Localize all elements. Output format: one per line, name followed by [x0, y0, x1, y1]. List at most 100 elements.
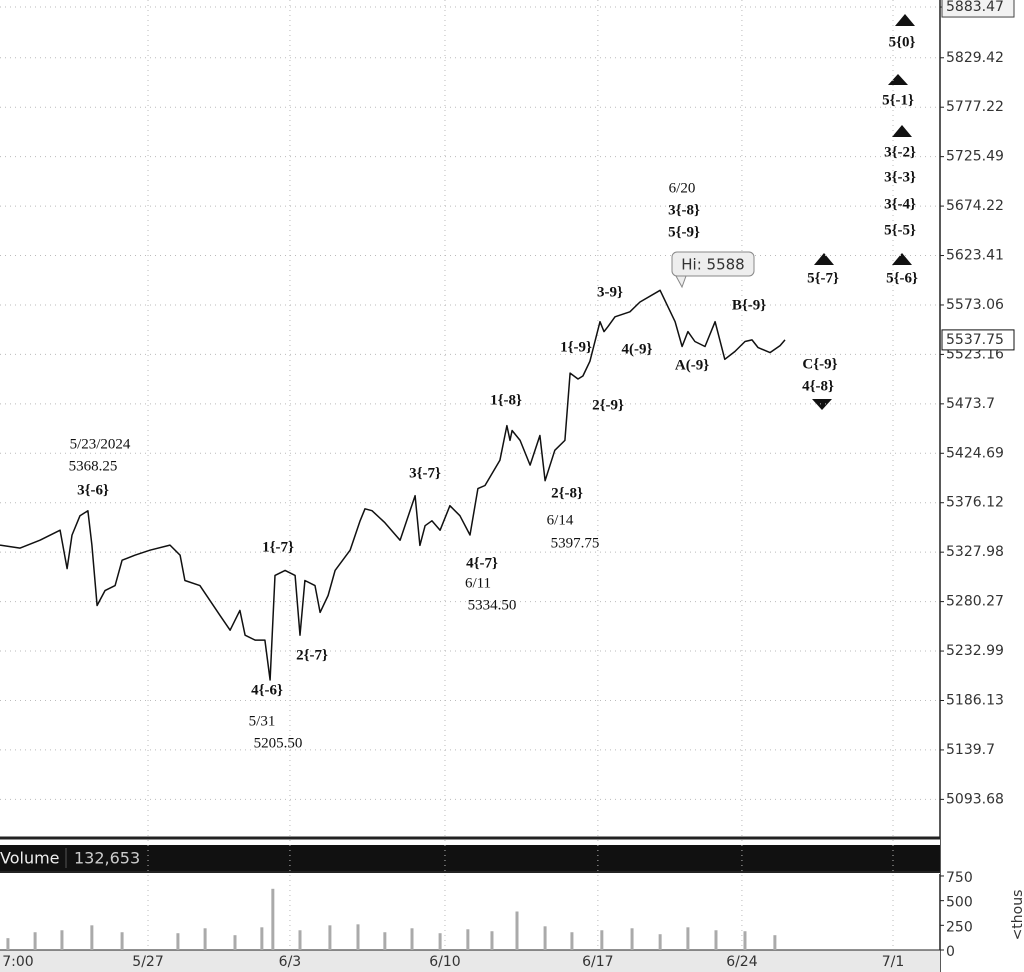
- volume-bar: [271, 888, 275, 950]
- wave-label: 5/31: [249, 713, 276, 729]
- wave-label: 5{-6}: [886, 270, 918, 286]
- wave-label: 5368.25: [69, 458, 118, 474]
- volume-header-bar: [0, 845, 940, 871]
- wave-label: 2{-7}: [296, 647, 328, 663]
- wave-label: 4(-9}: [622, 341, 653, 357]
- x-tick-label: 6/10: [429, 954, 460, 970]
- wave-label: 3{-2}: [884, 144, 916, 160]
- y-tick-label: 5280.27: [946, 594, 1004, 610]
- price-pane: [0, 0, 940, 838]
- volume-bar: [260, 927, 264, 950]
- volume-bar: [466, 929, 470, 950]
- volume-bar: [328, 925, 332, 950]
- wave-label: 3{-7}: [409, 465, 441, 481]
- y-tick-label: 5093.68: [946, 791, 1004, 807]
- hi-callout-box: [671, 251, 755, 277]
- y-tick-label: 5523.16: [946, 346, 1004, 362]
- volume-bar: [438, 933, 442, 950]
- volume-bar: [743, 931, 747, 950]
- marker-up: [888, 74, 908, 85]
- x-tick-label: 7/1: [882, 954, 905, 970]
- volume-bar: [630, 928, 634, 950]
- wave-label: 3{-4}: [884, 196, 916, 212]
- y-tick-label: 5777.22: [946, 99, 1004, 115]
- x-tick-label: 6/24: [726, 954, 758, 970]
- wave-label: 2{-8}: [551, 485, 583, 501]
- y-tick-label: 5232.99: [946, 643, 1004, 659]
- y-tick-label: 5623.41: [946, 248, 1004, 264]
- volume-bar: [203, 928, 207, 950]
- hi-callout-tail: [675, 275, 687, 289]
- volume-bar: [60, 930, 64, 950]
- y-tick-label: 250: [946, 919, 973, 935]
- wave-label: 5334.50: [468, 597, 517, 613]
- wave-label: 1{-8}: [490, 392, 522, 408]
- tick-highlight: [941, 0, 1015, 18]
- wave-label: 1{-7}: [262, 539, 294, 555]
- volume-bar: [515, 911, 519, 950]
- wave-label: 6/14: [547, 512, 574, 528]
- wave-label: 5{0}: [889, 34, 916, 50]
- last-price-box: [941, 329, 1015, 351]
- wave-label: 5{-1}: [882, 92, 914, 108]
- volume-bar: [6, 938, 10, 950]
- wave-label: 6/11: [465, 575, 491, 591]
- wave-label: 4{-6}: [251, 682, 283, 698]
- volume-bar: [543, 926, 547, 950]
- wave-label: 5205.50: [254, 735, 303, 751]
- wave-label: B{-9}: [732, 297, 766, 313]
- price-line: [0, 289, 786, 681]
- marker-up: [895, 14, 915, 26]
- hi-callout: Hi: 5588: [681, 256, 744, 274]
- volume-bar: [90, 925, 94, 950]
- volume-bar: [120, 932, 124, 950]
- wave-label: 5397.75: [551, 535, 600, 551]
- markers: [812, 14, 915, 410]
- marker-up: [892, 125, 912, 137]
- volume-bar: [490, 931, 494, 950]
- wave-label: A(-9}: [675, 357, 709, 373]
- wave-label: 3-9}: [597, 284, 623, 300]
- wave-label: C{-9}: [802, 356, 837, 372]
- volume-bar: [298, 930, 302, 950]
- volume-bar: [356, 924, 360, 950]
- y-tick-label: 5327.98: [946, 544, 1004, 560]
- wave-label: 1{-9}: [560, 339, 592, 355]
- volume-unit: <thous: [1010, 890, 1024, 941]
- wave-label: 3{-6}: [77, 482, 109, 498]
- y-tick-label: 5186.13: [946, 692, 1004, 708]
- wave-label: 5/23/2024: [70, 436, 131, 452]
- wave-label: 2{-9}: [592, 397, 624, 413]
- x-tick-label: 7:00: [2, 954, 33, 970]
- wave-label: 5{-7}: [807, 270, 839, 286]
- volume-bar: [410, 928, 414, 950]
- volume-title: Volume: [0, 849, 60, 868]
- last-price: 5537.75: [946, 332, 1004, 348]
- volume-bar: [714, 930, 718, 950]
- marker-down: [812, 399, 832, 410]
- wave-label: 4{-8}: [802, 378, 834, 394]
- y-tick-label: 750: [946, 870, 973, 886]
- y-tick-label: 5139.7: [946, 742, 995, 758]
- x-tick-label: 6/17: [582, 954, 613, 970]
- volume-bar: [686, 927, 690, 950]
- volume-bar: [33, 932, 37, 950]
- volume-bar: [773, 935, 777, 950]
- x-tick-label: 6/3: [279, 954, 302, 970]
- y-tick-label: 500: [946, 895, 973, 911]
- x-tick-label: 5/27: [132, 954, 163, 970]
- volume-current: 132,653: [74, 849, 140, 868]
- marker-up: [814, 253, 834, 265]
- y-tick-label: 5883.47: [946, 0, 1004, 15]
- y-tick-label: 5376.12: [946, 495, 1004, 511]
- y-tick-label: 5573.06: [946, 297, 1004, 313]
- volume-bar: [383, 932, 387, 950]
- y-tick-label: 5674.22: [946, 198, 1004, 214]
- wave-label: 3{-3}: [884, 169, 916, 185]
- volume-bar: [570, 932, 574, 950]
- wave-label: 3{-8}: [668, 202, 700, 218]
- y-tick-label: 0: [946, 944, 955, 960]
- volume-bar: [658, 934, 662, 950]
- y-tick-label: 5473.7: [946, 396, 995, 412]
